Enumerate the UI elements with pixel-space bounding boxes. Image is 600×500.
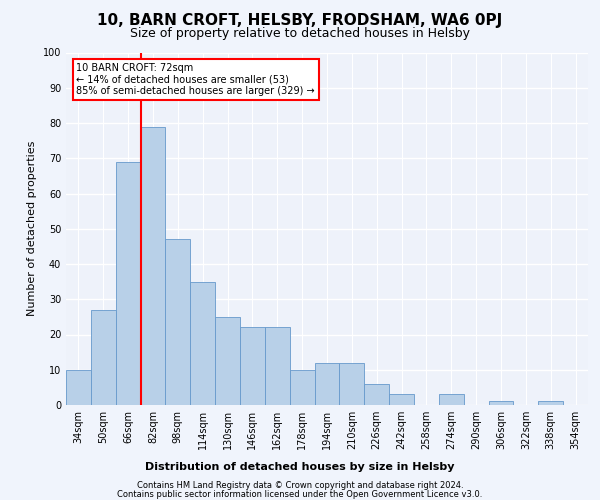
Bar — [116, 162, 140, 405]
Text: Contains public sector information licensed under the Open Government Licence v3: Contains public sector information licen… — [118, 490, 482, 499]
Bar — [488, 402, 514, 405]
Bar — [439, 394, 464, 405]
Text: Contains HM Land Registry data © Crown copyright and database right 2024.: Contains HM Land Registry data © Crown c… — [137, 481, 463, 490]
Bar — [91, 310, 116, 405]
Text: Distribution of detached houses by size in Helsby: Distribution of detached houses by size … — [145, 462, 455, 472]
Text: 10, BARN CROFT, HELSBY, FRODSHAM, WA6 0PJ: 10, BARN CROFT, HELSBY, FRODSHAM, WA6 0P… — [97, 12, 503, 28]
Bar — [140, 126, 166, 405]
Bar — [340, 362, 364, 405]
Bar — [215, 317, 240, 405]
Bar — [389, 394, 414, 405]
Bar — [364, 384, 389, 405]
Bar — [290, 370, 314, 405]
Bar — [240, 328, 265, 405]
Text: Size of property relative to detached houses in Helsby: Size of property relative to detached ho… — [130, 28, 470, 40]
Text: 10 BARN CROFT: 72sqm
← 14% of detached houses are smaller (53)
85% of semi-detac: 10 BARN CROFT: 72sqm ← 14% of detached h… — [76, 63, 315, 96]
Bar — [66, 370, 91, 405]
Bar — [166, 240, 190, 405]
Bar — [190, 282, 215, 405]
Bar — [314, 362, 340, 405]
Bar — [265, 328, 290, 405]
Y-axis label: Number of detached properties: Number of detached properties — [27, 141, 37, 316]
Bar — [538, 402, 563, 405]
